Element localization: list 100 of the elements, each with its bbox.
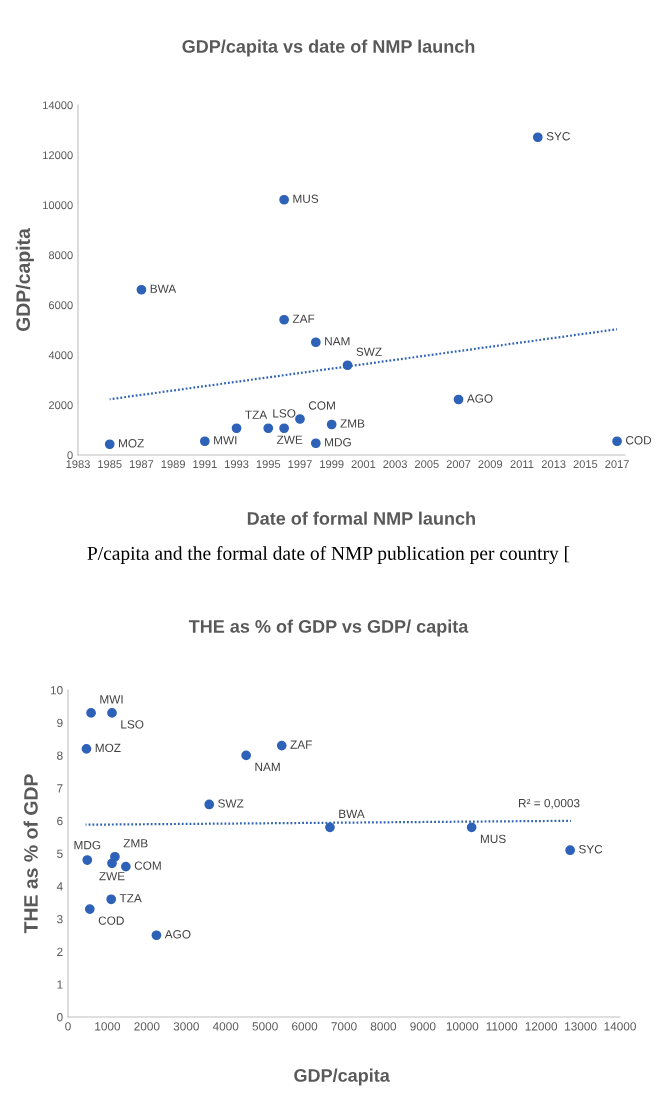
annotation: COD — [626, 436, 652, 445]
x-tick-label: 1987 — [129, 460, 154, 469]
y-tick-label: 1 — [57, 980, 63, 989]
annotation: MWI — [214, 436, 237, 445]
annotation: MUS — [293, 194, 319, 203]
x-tick-label: 2013 — [541, 460, 566, 469]
x-tick-label: 10000 — [446, 1022, 479, 1031]
y-tick-label: 5 — [57, 849, 63, 858]
point — [279, 423, 289, 434]
y-tick-label: 12000 — [43, 151, 73, 160]
x-axis-title: Date of formal NMP launch — [247, 511, 475, 525]
annotation: COD — [98, 916, 124, 925]
annotation: TZA — [119, 894, 142, 903]
annotation: ZWE — [99, 872, 125, 881]
point — [151, 930, 162, 941]
annotation: MOZ — [95, 743, 121, 753]
x-tick-label: 5000 — [252, 1022, 278, 1031]
annotation: AGO — [164, 930, 191, 939]
point — [466, 822, 477, 833]
annotation: MDG — [325, 438, 351, 447]
annotation: ZMB — [340, 419, 365, 428]
point — [82, 855, 93, 865]
y-tick-label: 10 — [50, 686, 63, 695]
point — [86, 708, 96, 718]
annotation: NAM — [255, 762, 280, 771]
point — [612, 436, 622, 447]
y-tick-label: 4000 — [48, 351, 73, 360]
y-tick-label: 6 — [57, 816, 63, 826]
x-tick-label: 1991 — [193, 460, 217, 469]
point — [279, 194, 289, 205]
annotation: MOZ — [119, 439, 144, 448]
point — [295, 414, 305, 424]
chart-title: THE as % of GDP vs GDP/ capita — [188, 619, 469, 637]
x-tick-label: 11000 — [486, 1022, 518, 1031]
x-tick-label: 2001 — [351, 460, 376, 469]
point — [279, 314, 289, 325]
annotation: LSO — [121, 720, 144, 729]
x-tick-label: 2015 — [573, 460, 598, 469]
x-tick-label: 2000 — [134, 1022, 160, 1031]
x-tick-label: 2005 — [415, 460, 439, 469]
x-tick-label: 2017 — [605, 460, 629, 469]
x-tick-label: 7000 — [331, 1022, 357, 1031]
x-tick-label: 3000 — [173, 1022, 199, 1031]
point — [81, 743, 92, 754]
x-tick-label: 1000 — [95, 1022, 121, 1031]
x-tick-label: 2007 — [446, 460, 471, 469]
y-tick-label: 8000 — [48, 251, 73, 260]
y-tick-label: 2 — [57, 947, 63, 956]
point — [310, 438, 321, 449]
point — [104, 439, 115, 450]
point — [532, 132, 543, 143]
point — [263, 423, 274, 434]
x-tick-label: 2003 — [383, 460, 407, 469]
y-tick-label: 4 — [56, 882, 63, 891]
point — [565, 845, 575, 856]
annotation: AGO — [466, 394, 493, 403]
x-tick-label: 1999 — [320, 460, 344, 469]
point — [231, 423, 242, 434]
x-tick-label: 8000 — [370, 1022, 397, 1031]
x-tick-label: 9000 — [410, 1022, 436, 1031]
x-tick-label: 14000 — [604, 1022, 636, 1031]
x-tick-label: 13000 — [565, 1022, 597, 1031]
annotation: ZAF — [292, 314, 315, 323]
point — [106, 894, 117, 905]
point — [310, 337, 321, 348]
y-tick-label: 3 — [57, 914, 63, 924]
x-tick-label: 1997 — [288, 460, 312, 469]
point — [199, 436, 210, 447]
y-axis-title: GDP/capita — [15, 228, 34, 332]
y-tick-label: 8 — [57, 751, 63, 760]
y-tick-label: 0 — [57, 1013, 63, 1022]
y-tick-label: 7 — [57, 784, 63, 793]
point — [342, 360, 353, 371]
y-tick-label: 9 — [57, 718, 63, 728]
point — [325, 822, 335, 833]
x-tick-label: 4000 — [212, 1022, 239, 1031]
annotation: COM — [308, 401, 335, 410]
annotation: SYC — [578, 845, 603, 854]
annotation: TZA — [245, 410, 268, 419]
x-tick-label: 12000 — [525, 1022, 558, 1031]
annotation: SYC — [546, 132, 570, 141]
x-tick-label: 6000 — [292, 1022, 318, 1031]
annotation: BWA — [339, 809, 365, 818]
point — [120, 861, 131, 872]
annotation: R² = 0,0003 — [518, 798, 580, 809]
point — [107, 858, 117, 869]
point — [326, 419, 337, 430]
annotation: MUS — [480, 834, 506, 844]
annotation: NAM — [325, 337, 350, 346]
annotation: LSO — [273, 409, 296, 418]
x-tick-label: 2009 — [478, 460, 503, 469]
point — [84, 904, 95, 914]
y-tick-label: 6000 — [48, 301, 73, 310]
x-tick-label: 1993 — [225, 460, 249, 469]
point — [453, 394, 464, 405]
annotation: ZMB — [123, 839, 148, 848]
point — [136, 284, 147, 295]
annotation: MDG — [74, 840, 101, 850]
y-tick-label: 10000 — [43, 201, 73, 210]
text: P/capita and the formal date of NMP publication per country [ — [87, 546, 570, 564]
